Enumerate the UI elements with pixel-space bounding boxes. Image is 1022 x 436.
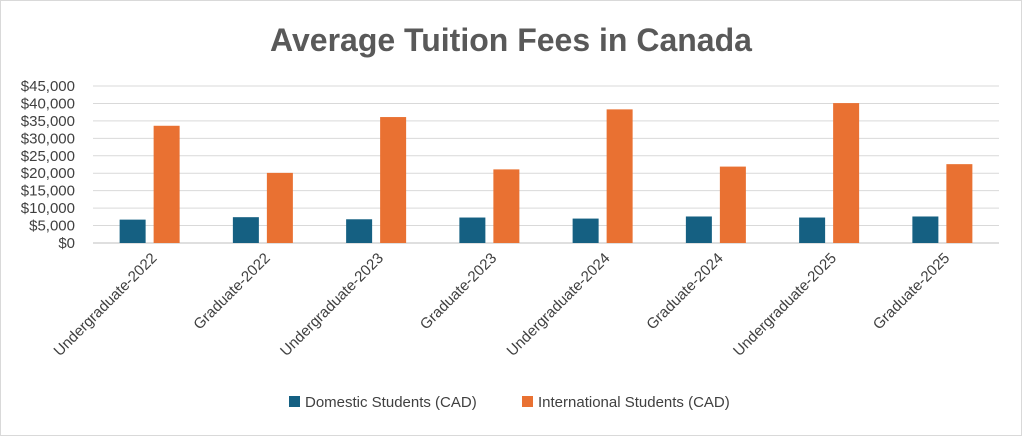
legend-swatch-international bbox=[522, 396, 533, 407]
bar-domestic-7 bbox=[912, 216, 939, 243]
bar-international-3 bbox=[493, 169, 520, 243]
x-axis-category-labels: Undergraduate-2022 Graduate-2022 Undergrad… bbox=[51, 250, 954, 360]
bar-domestic-4 bbox=[572, 218, 599, 243]
x-category-label: Undergraduate-2023 bbox=[277, 250, 387, 360]
bar-domestic-3 bbox=[459, 217, 486, 243]
bar-domestic-6 bbox=[799, 217, 826, 243]
y-axis-tick-labels: $0$5,000$10,000$15,000$20,000$25,000$30,… bbox=[21, 78, 75, 252]
bars bbox=[119, 103, 973, 244]
bar-domestic-5 bbox=[685, 216, 712, 243]
bar-international-1 bbox=[266, 172, 293, 243]
y-tick-label: $20,000 bbox=[21, 165, 75, 182]
bar-international-5 bbox=[719, 166, 746, 243]
x-category-label: Graduate-2025 bbox=[870, 250, 953, 333]
y-tick-label: $10,000 bbox=[21, 200, 75, 217]
legend-label-domestic: Domestic Students (CAD) bbox=[305, 394, 477, 411]
bar-domestic-0 bbox=[119, 219, 146, 243]
y-tick-label: $5,000 bbox=[29, 218, 75, 235]
x-category-label: Graduate-2023 bbox=[417, 250, 500, 333]
chart-title: Average Tuition Fees in Canada bbox=[270, 22, 752, 58]
bar-international-4 bbox=[606, 109, 633, 244]
x-category-label: Undergraduate-2022 bbox=[51, 250, 161, 360]
gridlines bbox=[93, 85, 999, 244]
bar-international-2 bbox=[380, 117, 407, 243]
legend-swatch-domestic bbox=[289, 396, 300, 407]
bar-international-7 bbox=[946, 164, 973, 243]
x-category-label: Graduate-2024 bbox=[643, 250, 726, 333]
bar-domestic-2 bbox=[346, 219, 373, 243]
y-tick-label: $45,000 bbox=[21, 78, 75, 95]
bar-domestic-1 bbox=[232, 217, 259, 243]
y-tick-label: $35,000 bbox=[21, 113, 75, 130]
y-tick-label: $30,000 bbox=[21, 130, 75, 147]
bar-international-6 bbox=[833, 103, 860, 244]
y-tick-label: $25,000 bbox=[21, 148, 75, 165]
y-tick-label: $15,000 bbox=[21, 183, 75, 200]
y-tick-label: $40,000 bbox=[21, 95, 75, 112]
x-category-label: Graduate-2022 bbox=[190, 250, 273, 333]
y-tick-label: $0 bbox=[58, 235, 75, 252]
legend: Domestic Students (CAD) International Stu… bbox=[289, 394, 730, 411]
x-category-label: Undergraduate-2024 bbox=[504, 250, 614, 360]
x-category-label: Undergraduate-2025 bbox=[730, 250, 840, 360]
legend-label-international: International Students (CAD) bbox=[538, 394, 730, 411]
bar-international-0 bbox=[153, 125, 180, 243]
